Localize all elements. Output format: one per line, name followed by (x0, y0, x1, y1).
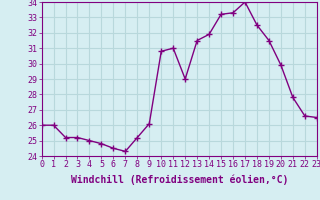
X-axis label: Windchill (Refroidissement éolien,°C): Windchill (Refroidissement éolien,°C) (70, 175, 288, 185)
